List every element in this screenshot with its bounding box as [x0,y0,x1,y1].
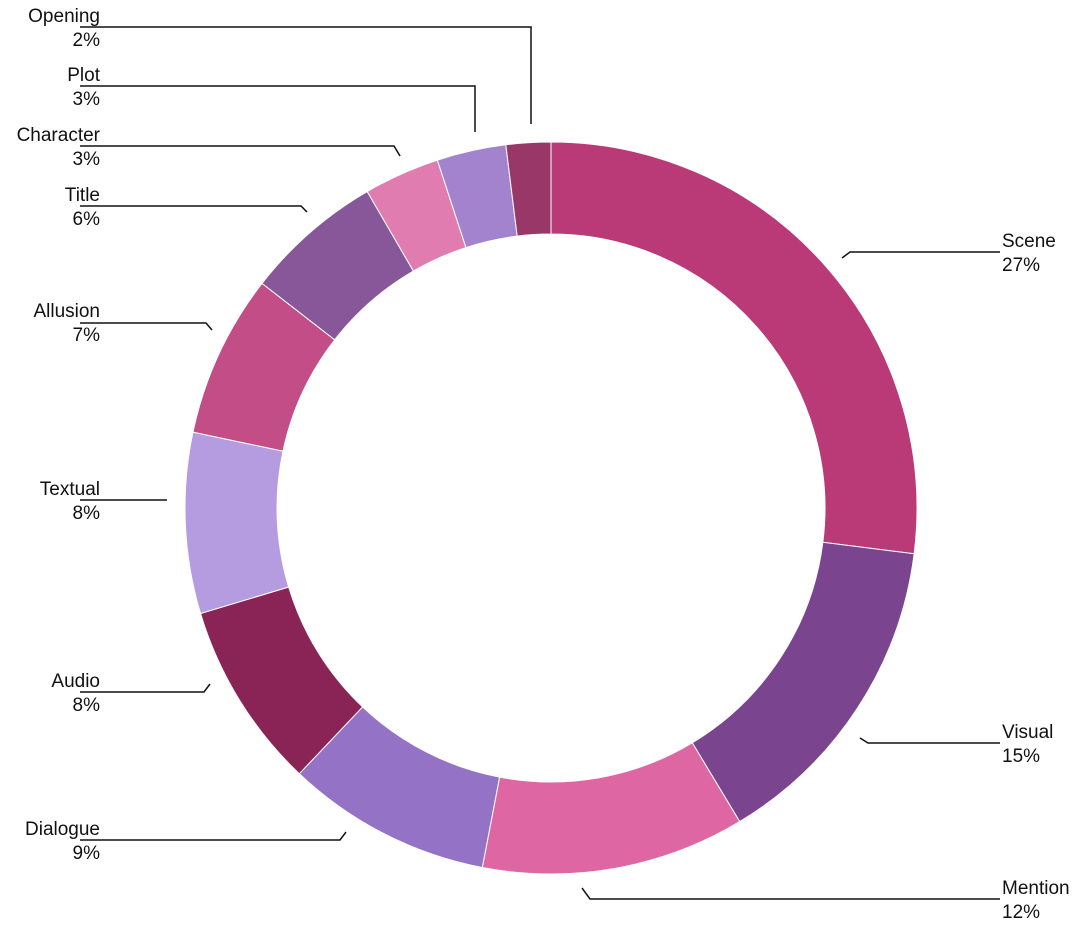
leader-line-mention [581,887,1000,900]
slice-label-opening: Opening [28,6,100,27]
labels-group: Scene 27% Visual 15% Mention 12% Dialogue 9% Aud… [17,6,1070,923]
slice-value-scene: 27% [1002,255,1040,276]
slice-label-textual: Textual [40,479,100,500]
slice-value-dialogue: 9% [73,843,101,864]
slices-group [184,141,918,875]
leader-line-character [80,145,401,157]
slice-label-character: Character [17,125,101,146]
slice-value-mention: 12% [1002,902,1040,923]
leader-line-visual [859,737,1000,744]
slice-label-audio: Audio [51,671,100,692]
leader-line-scene [841,251,1000,259]
slice-label-title: Title [65,185,100,206]
slice-label-mention: Mention [1002,878,1070,899]
slice-label-allusion: Allusion [33,301,100,322]
slice-scene [550,141,918,555]
leader-line-plot [80,85,476,132]
slice-label-visual: Visual [1002,722,1053,743]
slice-label-scene: Scene [1002,231,1056,252]
leader-line-dialogue [80,831,347,841]
slice-value-visual: 15% [1002,746,1040,767]
slice-value-textual: 8% [73,503,101,524]
slice-value-audio: 8% [73,695,101,716]
slice-opening [505,141,552,237]
slice-visual [691,541,915,823]
leader-line-allusion [80,322,213,331]
leader-line-audio [80,683,211,693]
slice-value-opening: 2% [73,30,101,51]
slice-label-dialogue: Dialogue [25,819,100,840]
leader-line-title [80,205,308,213]
slice-value-plot: 3% [73,89,101,110]
slice-textual [184,431,290,615]
slice-value-allusion: 7% [73,325,101,346]
slice-label-plot: Plot [67,65,100,86]
leader-lines-group [80,26,1000,900]
slice-mention [481,742,741,875]
slice-value-title: 6% [73,209,101,230]
leader-line-opening [80,26,532,124]
slice-value-character: 3% [73,149,101,170]
